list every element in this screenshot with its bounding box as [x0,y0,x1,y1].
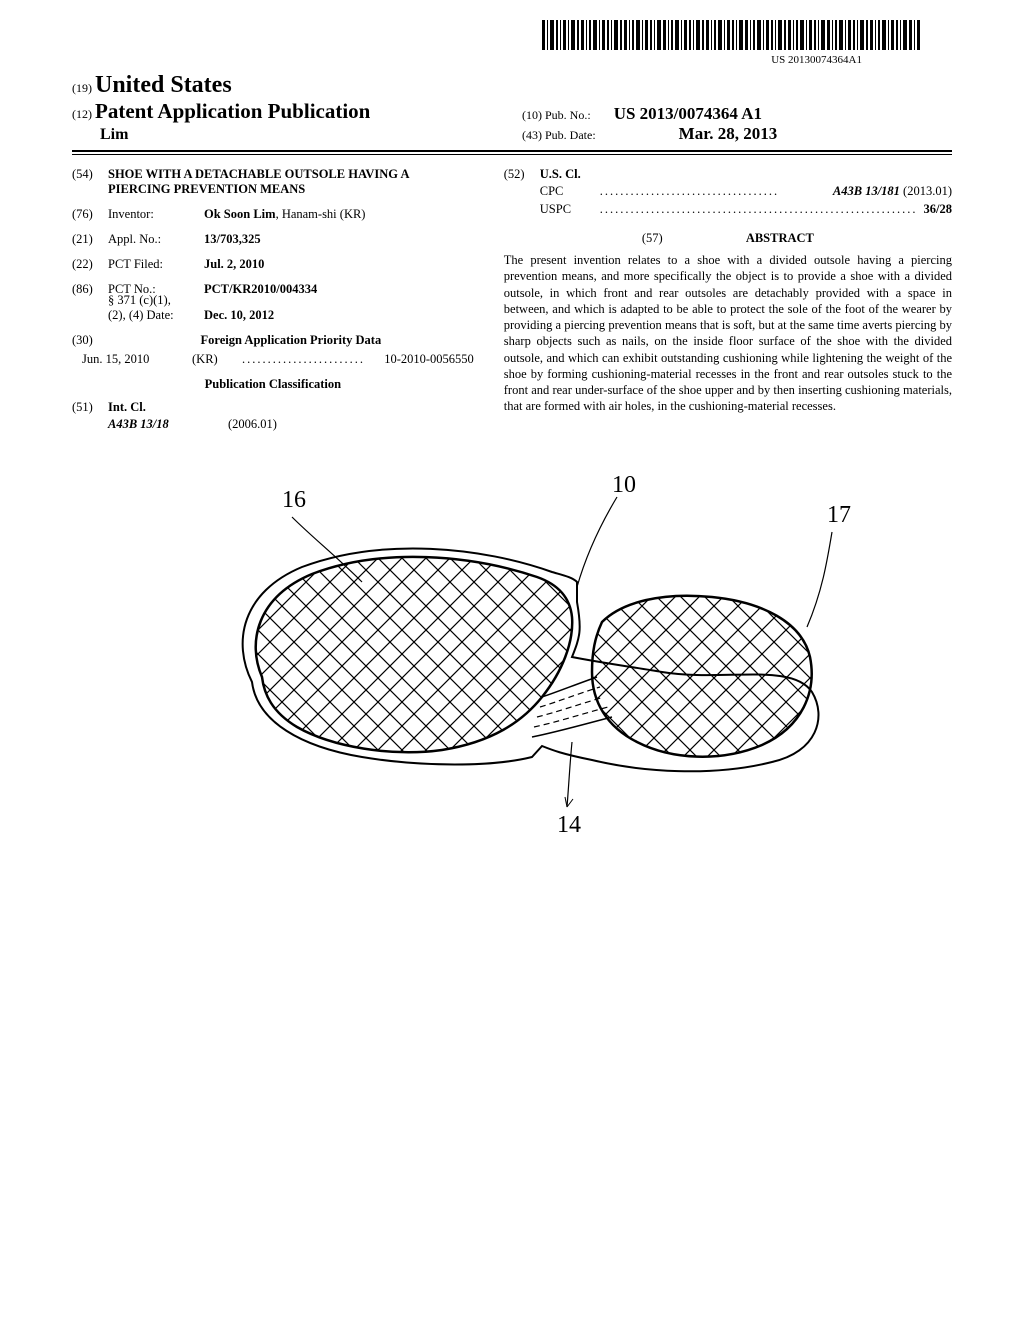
code-76: (76) [72,207,108,222]
invention-title: SHOE WITH A DETACHABLE OUTSOLE HAVING A … [108,167,474,197]
figure-label-10: 10 [612,472,636,498]
barcode-text: US 20130074364A1 [72,54,922,66]
abstract-text: The present invention relates to a shoe … [504,252,952,415]
priority-date: Jun. 15, 2010 [82,352,192,367]
cpc-label: CPC [540,184,600,199]
left-column: (54) SHOE WITH A DETACHABLE OUTSOLE HAVI… [72,167,474,432]
uscl-label: U.S. Cl. [540,167,581,182]
barcode-area: US 20130074364A1 [72,20,952,66]
appl-no-label: Appl. No.: [108,232,204,247]
code-22: (22) [72,257,108,272]
divider-thick [72,150,952,152]
appl-no-value: 13/703,325 [204,232,474,247]
code-30: (30) [72,333,108,348]
content-columns: (54) SHOE WITH A DETACHABLE OUTSOLE HAVI… [72,167,952,432]
figure-drawing: 16 10 17 14 [162,462,862,842]
code-12: (12) [72,107,92,121]
figure-label-14: 14 [557,812,581,838]
figure-area: 16 10 17 14 [72,462,952,846]
s371-date-label: (2), (4) Date: [108,308,204,323]
figure-label-16: 16 [282,487,306,513]
inventor-surname: Lim [72,126,502,144]
code-57: (57) [642,231,663,245]
code-43: (43) [522,128,542,142]
uspc-label: USPC [540,202,600,217]
pub-date-label: Pub. Date: [545,128,596,142]
pct-filed-value: Jul. 2, 2010 [204,257,474,272]
right-column: (52) U.S. Cl. CPC ......................… [504,167,952,432]
uspc-value: 36/28 [918,202,952,217]
priority-country: (KR) [192,352,242,367]
priority-number: 10-2010-0056550 [378,352,474,367]
patent-page: US 20130074364A1 (19) United States (12)… [72,0,952,866]
header-row: (19) United States (12) Patent Applicati… [72,72,952,144]
s371-date-value: Dec. 10, 2012 [204,308,274,323]
divider-thin [72,154,952,155]
inventor-label: Inventor: [108,207,204,222]
inventor-name: Ok Soon Lim [204,207,276,221]
pct-filed-label: PCT Filed: [108,257,204,272]
s371-label: § 371 (c)(1), [108,293,204,308]
intcl-code: A43B 13/18 [108,417,228,432]
pub-no-label: Pub. No.: [545,108,591,122]
code-51: (51) [72,400,108,415]
cpc-year: (2013.01) [900,184,952,198]
intcl-year: (2006.01) [228,417,277,432]
pub-no-value: US 2013/0074364 A1 [594,104,762,123]
code-19: (19) [72,81,92,95]
pub-date-value: Mar. 28, 2013 [599,124,778,143]
abstract-label: ABSTRACT [666,231,814,245]
country-name: United States [95,72,232,98]
code-52: (52) [504,167,540,182]
barcode-icon [542,20,922,50]
code-10: (10) [522,108,542,122]
cpc-value: A43B 13/181 [833,184,900,198]
pub-type: Patent Application Publication [95,99,370,123]
dots-icon: ........................ [242,352,378,367]
figure-label-17: 17 [827,502,851,528]
intcl-label: Int. Cl. [108,400,146,415]
inventor-location: , Hanam-shi (KR) [276,207,366,221]
pct-no-value: PCT/KR2010/004334 [204,282,474,297]
dots-icon: ................................... [600,184,827,199]
code-21: (21) [72,232,108,247]
code-54: (54) [72,167,108,197]
dots-icon: ........................................… [600,202,918,217]
code-86: (86) [72,282,108,297]
foreign-priority-heading: Foreign Application Priority Data [108,333,474,348]
publication-classification-heading: Publication Classification [72,377,474,392]
